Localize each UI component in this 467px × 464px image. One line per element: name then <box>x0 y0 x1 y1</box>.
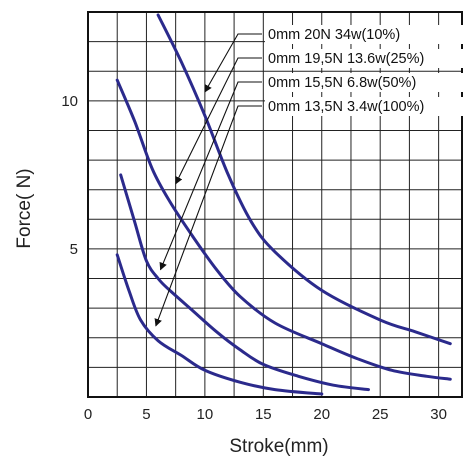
x-tick-label: 15 <box>255 406 272 423</box>
legend-backing <box>265 25 463 44</box>
legend-backing <box>265 49 463 68</box>
legend-leader-line <box>175 57 262 185</box>
legend-entry: 0mm 15,5N 6.8w(50%) <box>268 75 416 91</box>
legend-backing <box>265 73 463 92</box>
series-line-1 <box>156 13 452 346</box>
tick-labels: 0 5 10 15 20 25 30 5 10 <box>61 93 447 423</box>
series-line-3 <box>119 173 370 392</box>
x-tick-label: 30 <box>430 406 447 423</box>
plot-frame <box>87 11 463 398</box>
legend-leader-line <box>204 33 262 93</box>
y-tick-label: 10 <box>61 93 78 110</box>
x-tick-label: 25 <box>372 406 389 423</box>
y-axis-label: Force( N) <box>14 168 35 248</box>
x-axis-label: Stroke(mm) <box>229 436 328 457</box>
x-tick-label: 10 <box>197 406 214 423</box>
legend-entry: 0mm 20N 34w(10%) <box>268 27 400 43</box>
grid <box>88 12 462 397</box>
legend-leader-line <box>159 81 262 271</box>
legend: 0mm 20N 34w(10%) 0mm 19,5N 13.6w(25%) 0mm … <box>154 25 463 327</box>
series-lines <box>115 13 452 396</box>
series-line-2 <box>115 78 452 381</box>
legend-entry: 0mm 19,5N 13.6w(25%) <box>268 51 424 67</box>
y-tick-label: 5 <box>70 241 78 258</box>
x-tick-label: 5 <box>142 406 150 423</box>
x-tick-label: 20 <box>313 406 330 423</box>
legend-backing <box>265 97 463 116</box>
legend-leader-line <box>154 105 262 327</box>
x-tick-label: 0 <box>84 406 92 423</box>
series-line-4 <box>115 253 324 396</box>
legend-entry: 0mm 13,5N 3.4w(100%) <box>268 99 424 115</box>
